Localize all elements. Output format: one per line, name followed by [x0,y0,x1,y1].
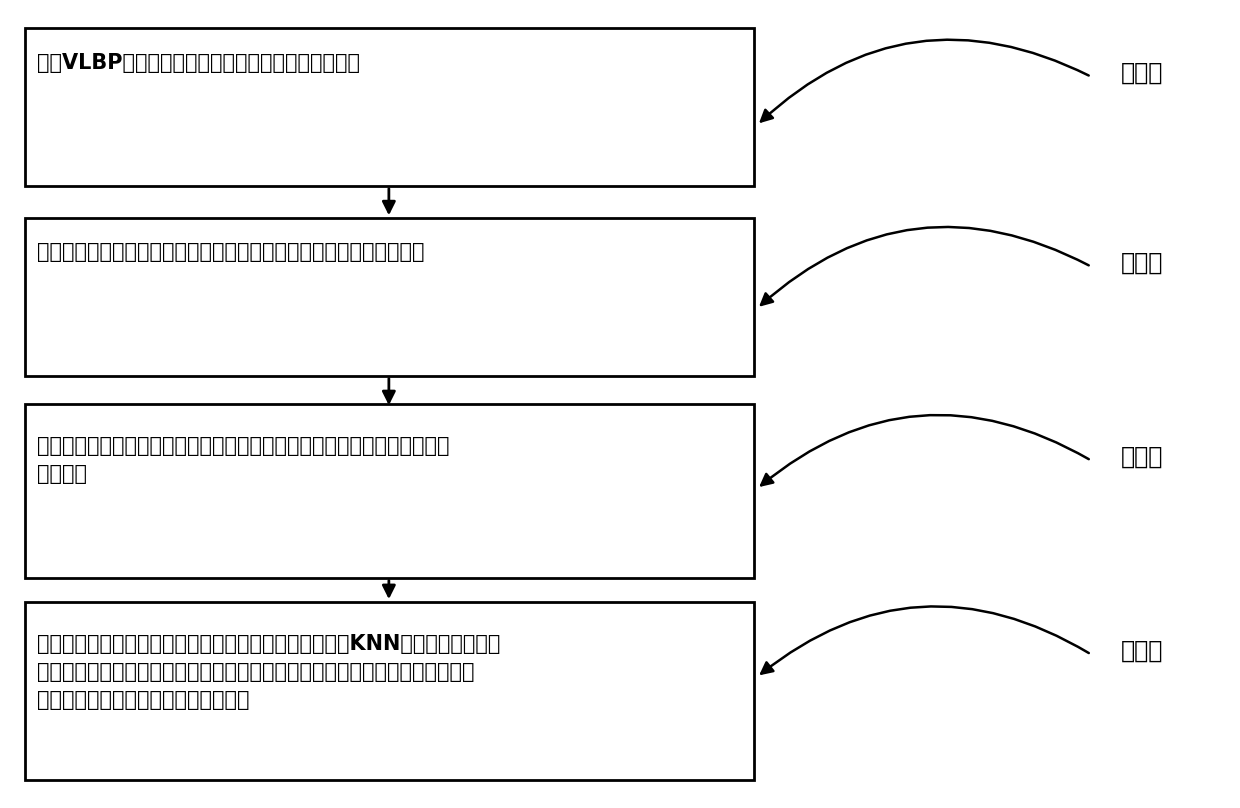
Text: 对步骤一提取的局部模式利用正态分布函数进行局部自适应阈值的计算: 对步骤一提取的局部模式利用正态分布函数进行局部自适应阈值的计算 [37,242,424,263]
Text: 基于VLBP模式对肺结节的相邻切片进行局部模式提取: 基于VLBP模式对肺结节的相邻切片进行局部模式提取 [37,53,360,73]
Text: 将经步骤三统计得到的各方向的三值概率作为特征向量和KNN分类算法来识别肺
结节，并利用准确率、混淆矩阵以及受试者操作特征曲线进行肺结节纹理特征识
别结果的评价，: 将经步骤三统计得到的各方向的三值概率作为特征向量和KNN分类算法来识别肺 结节，… [37,634,500,710]
Bar [25,602,754,780]
Bar [25,28,754,186]
Text: 步骤四: 步骤四 [1121,638,1163,663]
Bar [25,404,754,578]
Bar [25,218,754,376]
Text: 步骤一: 步骤一 [1121,61,1163,85]
Text: 将经步骤二计算得到的局部三值模式，以中心像素为中心进行各方向的三值
概率统计: 将经步骤二计算得到的局部三值模式，以中心像素为中心进行各方向的三值 概率统计 [37,436,449,484]
Text: 步骤三: 步骤三 [1121,444,1163,469]
Text: 步骤二: 步骤二 [1121,250,1163,275]
